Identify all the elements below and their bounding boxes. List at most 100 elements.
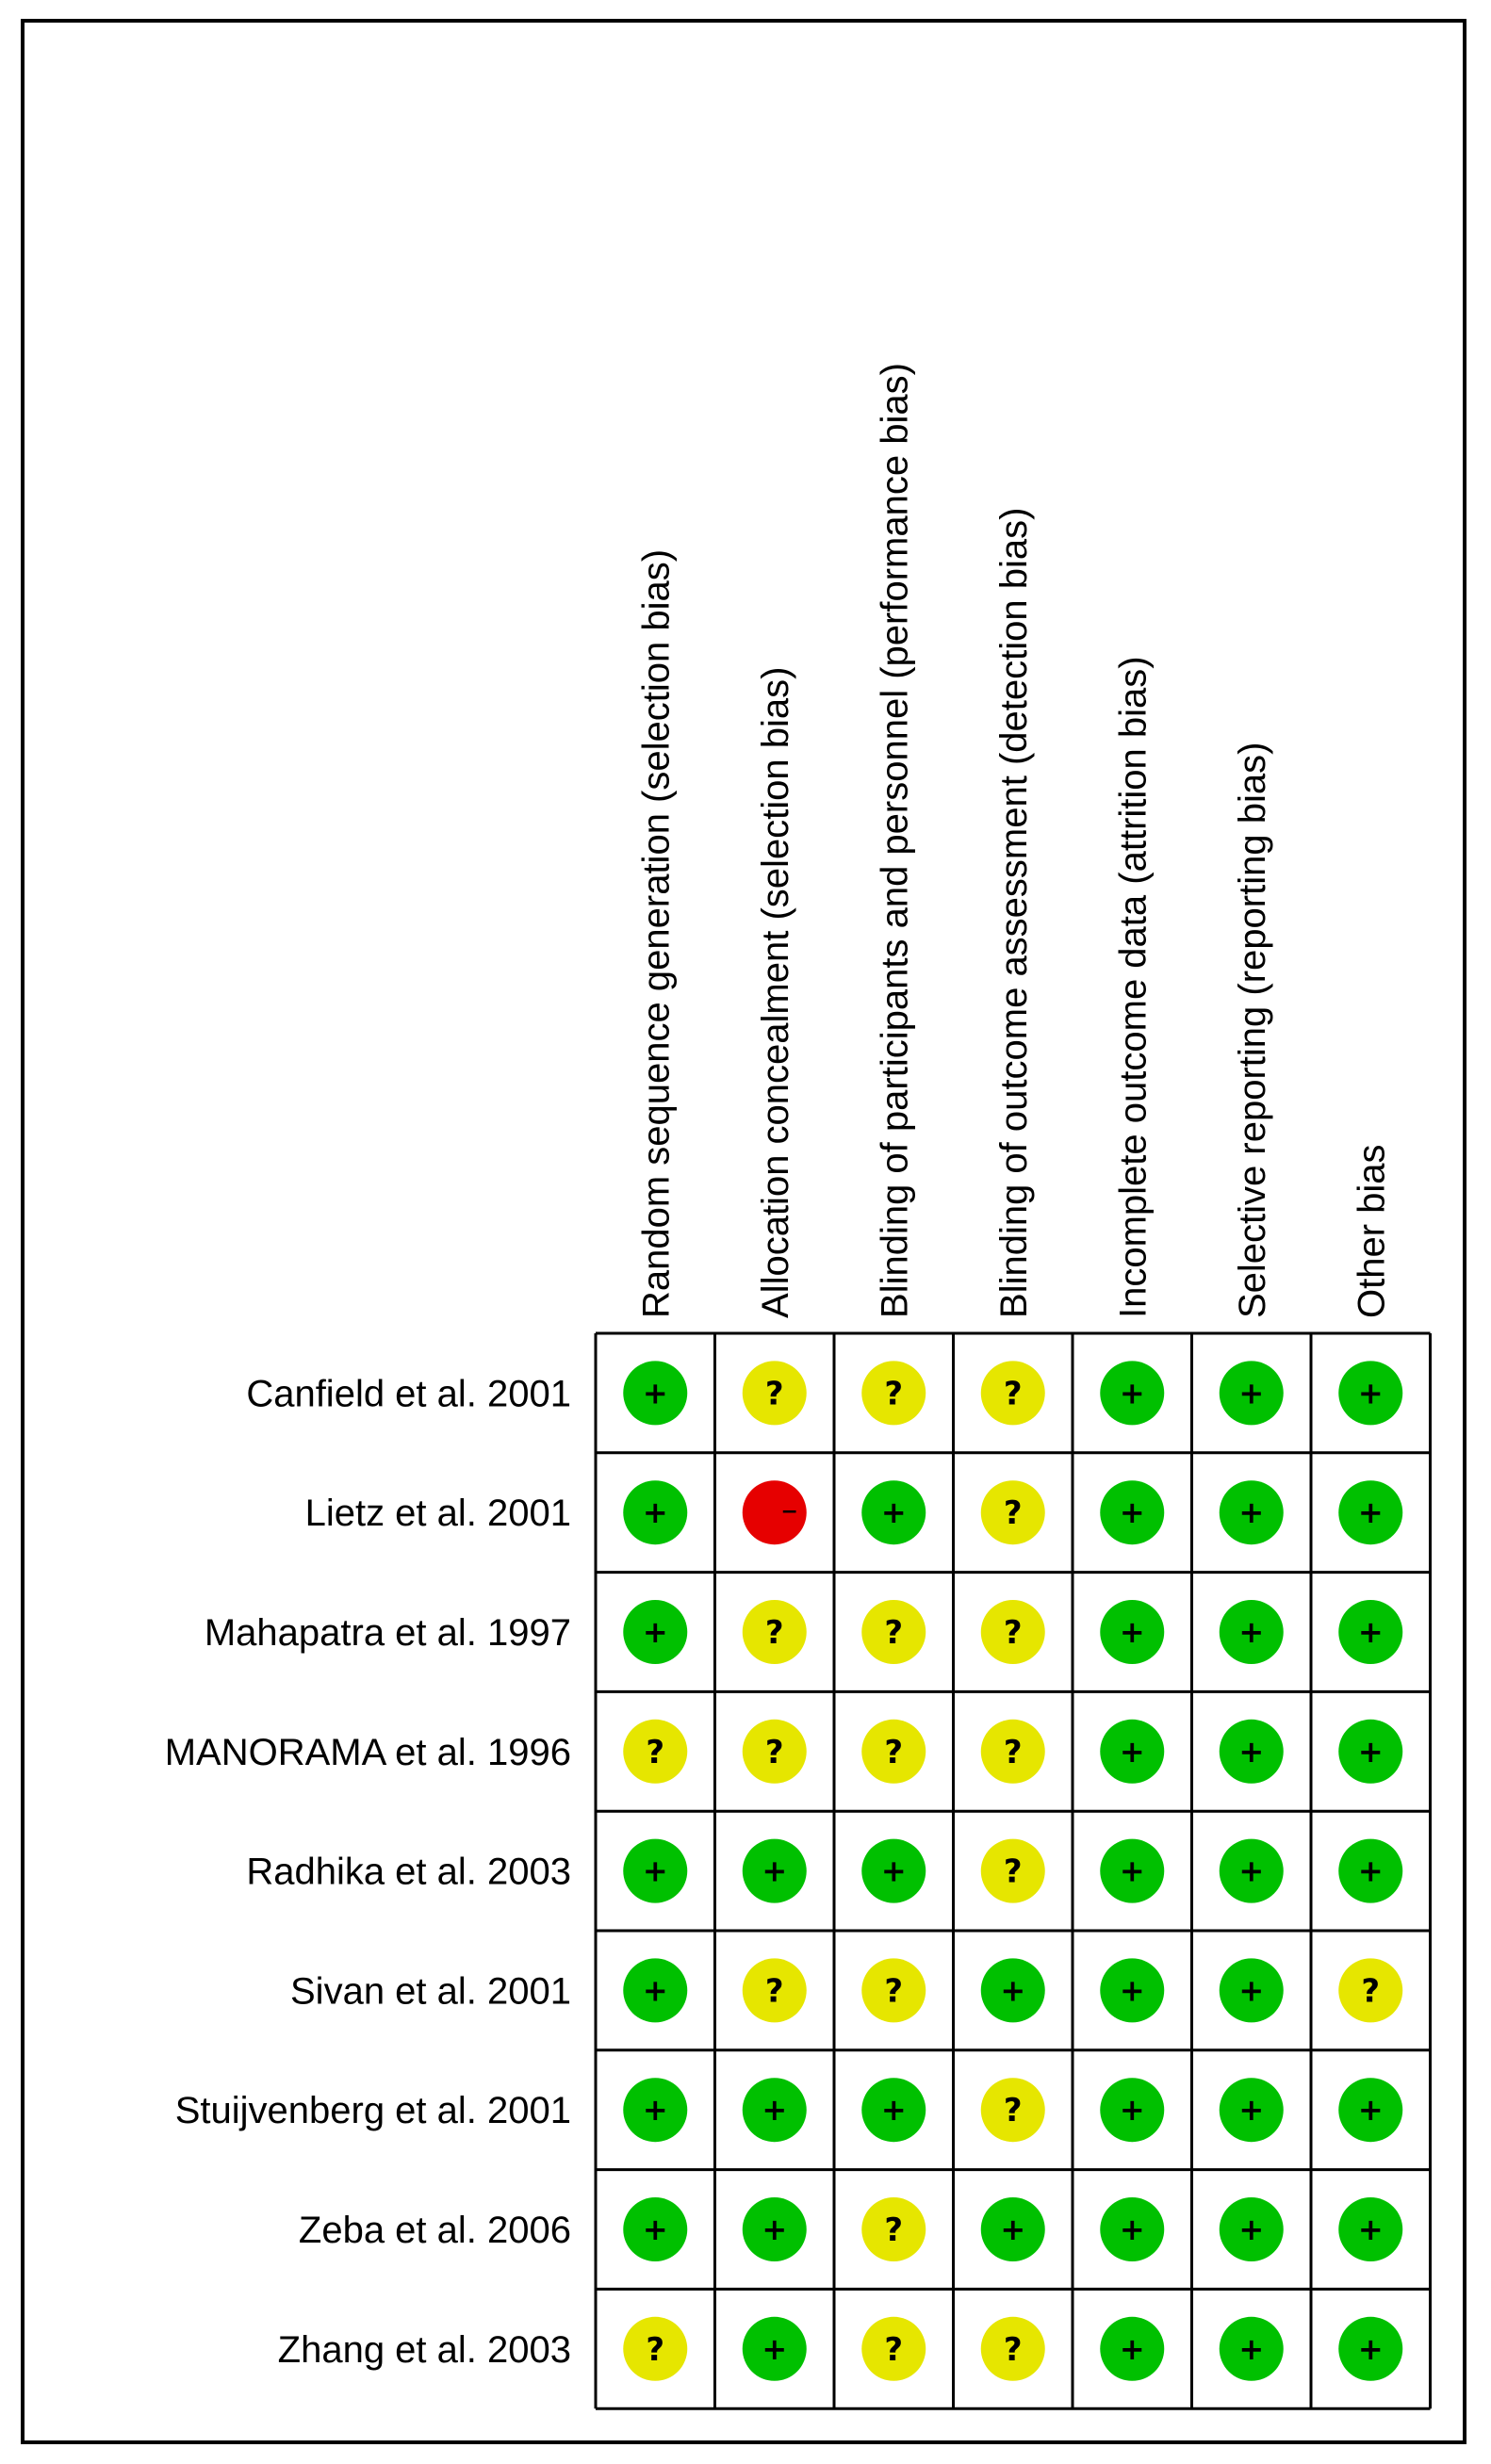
rating-symbol-unclear: ?: [884, 2211, 903, 2249]
rating-symbol-low: +: [1120, 1614, 1145, 1650]
rating-symbol-unclear: ?: [884, 1614, 903, 1652]
figure-frame: [21, 19, 1466, 2444]
rating-circle-unclear: [742, 1958, 807, 2023]
study-label-3: Mahapatra et al. 1997: [205, 1612, 571, 1654]
rating-circle-low: [742, 1838, 807, 1903]
rating-symbol-low: +: [881, 1853, 907, 1889]
rating-circle-unclear: [861, 1719, 926, 1784]
rating-symbol-unclear: ?: [1004, 1734, 1023, 1771]
rating-cell-6-2: ?: [742, 1958, 807, 2023]
rating-symbol-unclear: ?: [646, 2331, 664, 2369]
rating-symbol-unclear: ?: [765, 1972, 784, 2010]
rating-circle-low: [861, 1838, 926, 1903]
rating-symbol-low: +: [643, 1853, 668, 1889]
rating-symbol-low: +: [1358, 1734, 1384, 1770]
rating-circle-low: [1100, 1838, 1165, 1903]
rating-circle-unclear: [980, 1719, 1045, 1784]
rating-circle-high: [742, 1480, 807, 1545]
rating-circle-low: [1100, 2197, 1165, 2261]
rating-cell-1-4: ?: [980, 1361, 1045, 1426]
rating-symbol-low: +: [1120, 2092, 1145, 2128]
rating-circle-low: [623, 1838, 688, 1903]
rating-symbol-low: +: [1238, 1853, 1264, 1889]
rating-circle-low: [1338, 1361, 1403, 1426]
rating-cell-2-1: +: [623, 1480, 688, 1545]
rating-cell-2-3: +: [861, 1480, 926, 1545]
rating-circle-low: [1219, 2197, 1284, 2261]
rating-circle-unclear: [980, 1838, 1045, 1903]
rating-cell-9-1: ?: [623, 2316, 688, 2381]
rating-cell-7-4: ?: [980, 2078, 1045, 2143]
rating-circle-low: [861, 2078, 926, 2143]
rating-cell-6-5: +: [1100, 1958, 1165, 2023]
study-label-6: Sivan et al. 2001: [290, 1970, 571, 2012]
rating-cell-9-5: +: [1100, 2316, 1165, 2381]
rating-cell-9-4: ?: [980, 2316, 1045, 2381]
rating-circle-low: [623, 1361, 688, 1426]
rating-cell-1-2: ?: [742, 1361, 807, 1426]
rating-circle-low: [980, 1958, 1045, 2023]
rating-cell-8-4: +: [980, 2197, 1045, 2261]
rating-cell-9-3: ?: [861, 2316, 926, 2381]
rating-circle-unclear: [1338, 1958, 1403, 2023]
rating-cell-9-7: +: [1338, 2316, 1403, 2381]
rating-cell-3-1: +: [623, 1600, 688, 1664]
study-label-2: Lietz et al. 2001: [305, 1493, 571, 1534]
rating-cell-7-2: +: [742, 2078, 807, 2143]
rating-cell-7-1: +: [623, 2078, 688, 2143]
rating-circle-unclear: [980, 2316, 1045, 2381]
rating-cell-6-1: +: [623, 1958, 688, 2023]
rating-cell-1-6: +: [1219, 1361, 1284, 1426]
rating-circle-low: [623, 1600, 688, 1664]
rating-symbol-low: +: [1120, 1734, 1145, 1770]
study-label-5: Radhika et al. 2003: [246, 1852, 571, 1893]
domain-label-6: Selective reporting (reporting bias): [1232, 742, 1273, 1318]
rating-circle-unclear: [861, 2316, 926, 2381]
domain-label-3: Blinding of participants and personnel (…: [874, 363, 915, 1318]
rating-circle-low: [1338, 2197, 1403, 2261]
rating-circle-unclear: [861, 2197, 926, 2261]
rating-cell-4-1: ?: [623, 1719, 688, 1784]
rating-symbol-low: +: [1238, 1734, 1264, 1770]
rating-symbol-unclear: ?: [646, 1734, 664, 1771]
domain-label-2: Allocation concealment (selection bias): [755, 667, 796, 1318]
rating-circle-low: [1338, 1480, 1403, 1545]
rating-symbol-high: −: [781, 1500, 798, 1524]
rating-symbol-unclear: ?: [1004, 1494, 1023, 1532]
rating-symbol-low: +: [1358, 1614, 1384, 1650]
rating-symbol-low: +: [1238, 1375, 1264, 1411]
rating-circle-low: [1219, 1361, 1284, 1426]
domain-label-7: Other bias: [1351, 1144, 1392, 1318]
rating-symbol-low: +: [1000, 1972, 1025, 2008]
rating-cell-5-3: +: [861, 1838, 926, 1903]
rating-cell-8-3: ?: [861, 2197, 926, 2261]
study-label-4: MANORAMA et al. 1996: [165, 1732, 571, 1773]
rating-circle-low: [1338, 1600, 1403, 1664]
rating-circle-low: [623, 2078, 688, 2143]
rating-cell-3-6: +: [1219, 1600, 1284, 1664]
rating-cell-1-3: ?: [861, 1361, 926, 1426]
rating-cell-7-6: +: [1219, 2078, 1284, 2143]
rating-circle-unclear: [742, 1719, 807, 1784]
rating-symbol-unclear: ?: [884, 1972, 903, 2010]
rating-cell-4-4: ?: [980, 1719, 1045, 1784]
rating-symbol-low: +: [643, 1494, 668, 1530]
rating-cell-4-7: +: [1338, 1719, 1403, 1784]
rating-circle-unclear: [623, 1719, 688, 1784]
rating-cell-5-6: +: [1219, 1838, 1284, 1903]
rating-circle-low: [1219, 1719, 1284, 1784]
rating-symbol-low: +: [1120, 1972, 1145, 2008]
rating-symbol-low: +: [1238, 2092, 1264, 2128]
rating-circle-low: [742, 2078, 807, 2143]
rating-cell-7-3: +: [861, 2078, 926, 2143]
rating-symbol-low: +: [1000, 2211, 1025, 2247]
rating-symbol-unclear: ?: [1004, 2092, 1023, 2129]
rating-cells: +??? + + + + − +? + + + +??? + + +???? + + + + + +? + + + +?? + +…: [623, 1361, 1403, 2381]
rating-symbol-low: +: [1120, 2331, 1145, 2367]
rating-symbol-unclear: ?: [1004, 2331, 1023, 2369]
rating-symbol-low: +: [1358, 1375, 1384, 1411]
rating-circle-low: [1100, 2316, 1165, 2381]
rating-circle-unclear: [623, 2316, 688, 2381]
rating-circle-low: [980, 2197, 1045, 2261]
rating-symbol-unclear: ?: [765, 1375, 784, 1412]
